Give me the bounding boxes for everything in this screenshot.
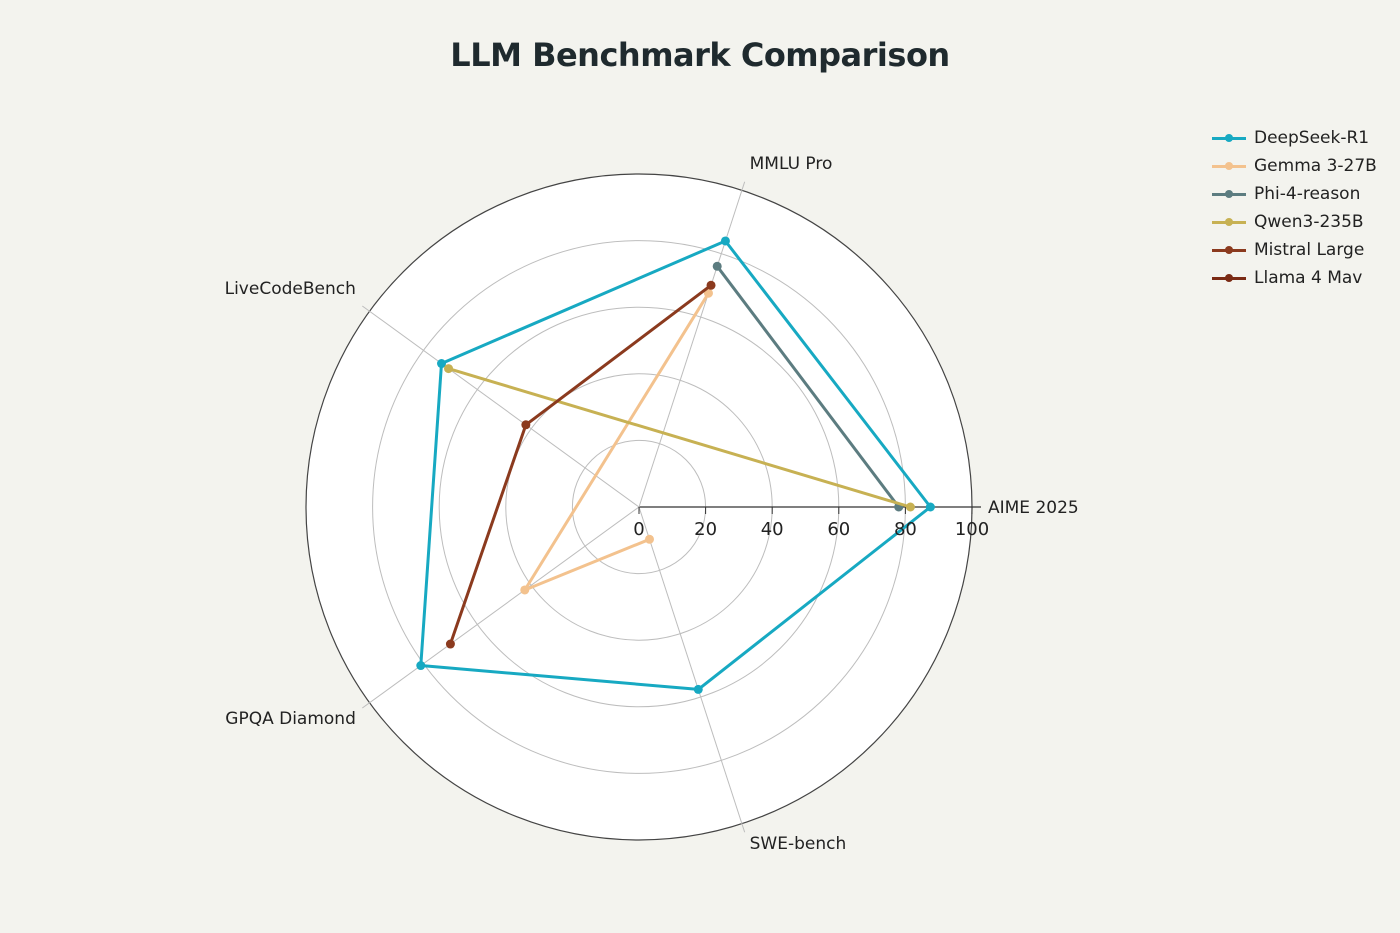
legend-swatch [1212, 271, 1246, 285]
axis-label: SWE-bench [750, 834, 847, 854]
axis-spoke [362, 506, 640, 709]
legend-swatch [1212, 159, 1246, 173]
series-line [716, 265, 900, 508]
chart-title: LLM Benchmark Comparison [450, 36, 950, 74]
tick-label: 20 [694, 519, 717, 540]
legend-item[interactable]: DeepSeek-R1 [1212, 124, 1377, 152]
legend-label: Qwen3-235B [1254, 212, 1364, 232]
data-point [437, 359, 447, 369]
data-point [720, 236, 730, 246]
legend-swatch [1212, 187, 1246, 201]
legend-label: Phi-4-reason [1254, 184, 1361, 204]
legend-item[interactable]: Phi-4-reason [1212, 180, 1377, 208]
series-line [448, 367, 911, 509]
legend-label: Mistral Large [1254, 240, 1365, 260]
data-point [416, 661, 426, 671]
data-point [521, 420, 531, 430]
data-point [444, 364, 454, 374]
data-point [693, 684, 703, 694]
tick-label: 80 [894, 519, 917, 540]
axis-label: AIME 2025 [988, 498, 1079, 518]
legend-item[interactable]: Qwen3-235B [1212, 208, 1377, 236]
axis-spoke [638, 506, 746, 833]
tick-label: 60 [827, 519, 850, 540]
legend-item[interactable]: Llama 4 Mav [1212, 264, 1377, 292]
legend-item[interactable]: Mistral Large [1212, 236, 1377, 264]
series-line [419, 239, 932, 691]
axis-label: GPQA Diamond [225, 709, 356, 729]
tick-label: 100 [955, 519, 989, 540]
axis-spoke [638, 181, 746, 508]
data-point [520, 585, 530, 595]
axis-spoke [362, 305, 640, 508]
legend-item[interactable]: Gemma 3-27B [1212, 152, 1377, 180]
legend-swatch [1212, 131, 1246, 145]
legend-swatch [1212, 243, 1246, 257]
tick-label: 40 [761, 519, 784, 540]
legend-label: Gemma 3-27B [1254, 156, 1377, 176]
data-point [712, 261, 722, 271]
data-point [905, 502, 915, 512]
axis-label: LiveCodeBench [225, 279, 356, 299]
data-point [706, 280, 716, 290]
data-point [703, 288, 713, 298]
data-point [925, 502, 935, 512]
legend-label: DeepSeek-R1 [1254, 128, 1370, 148]
legend-swatch [1212, 215, 1246, 229]
data-point [445, 639, 455, 649]
data-point [644, 534, 654, 544]
tick-label: 0 [633, 519, 644, 540]
legend: DeepSeek-R1 Gemma 3-27B Phi-4-reason Qwen3-… [1212, 124, 1377, 292]
axis-label: MMLU Pro [750, 154, 833, 174]
legend-label: Llama 4 Mav [1254, 268, 1363, 288]
